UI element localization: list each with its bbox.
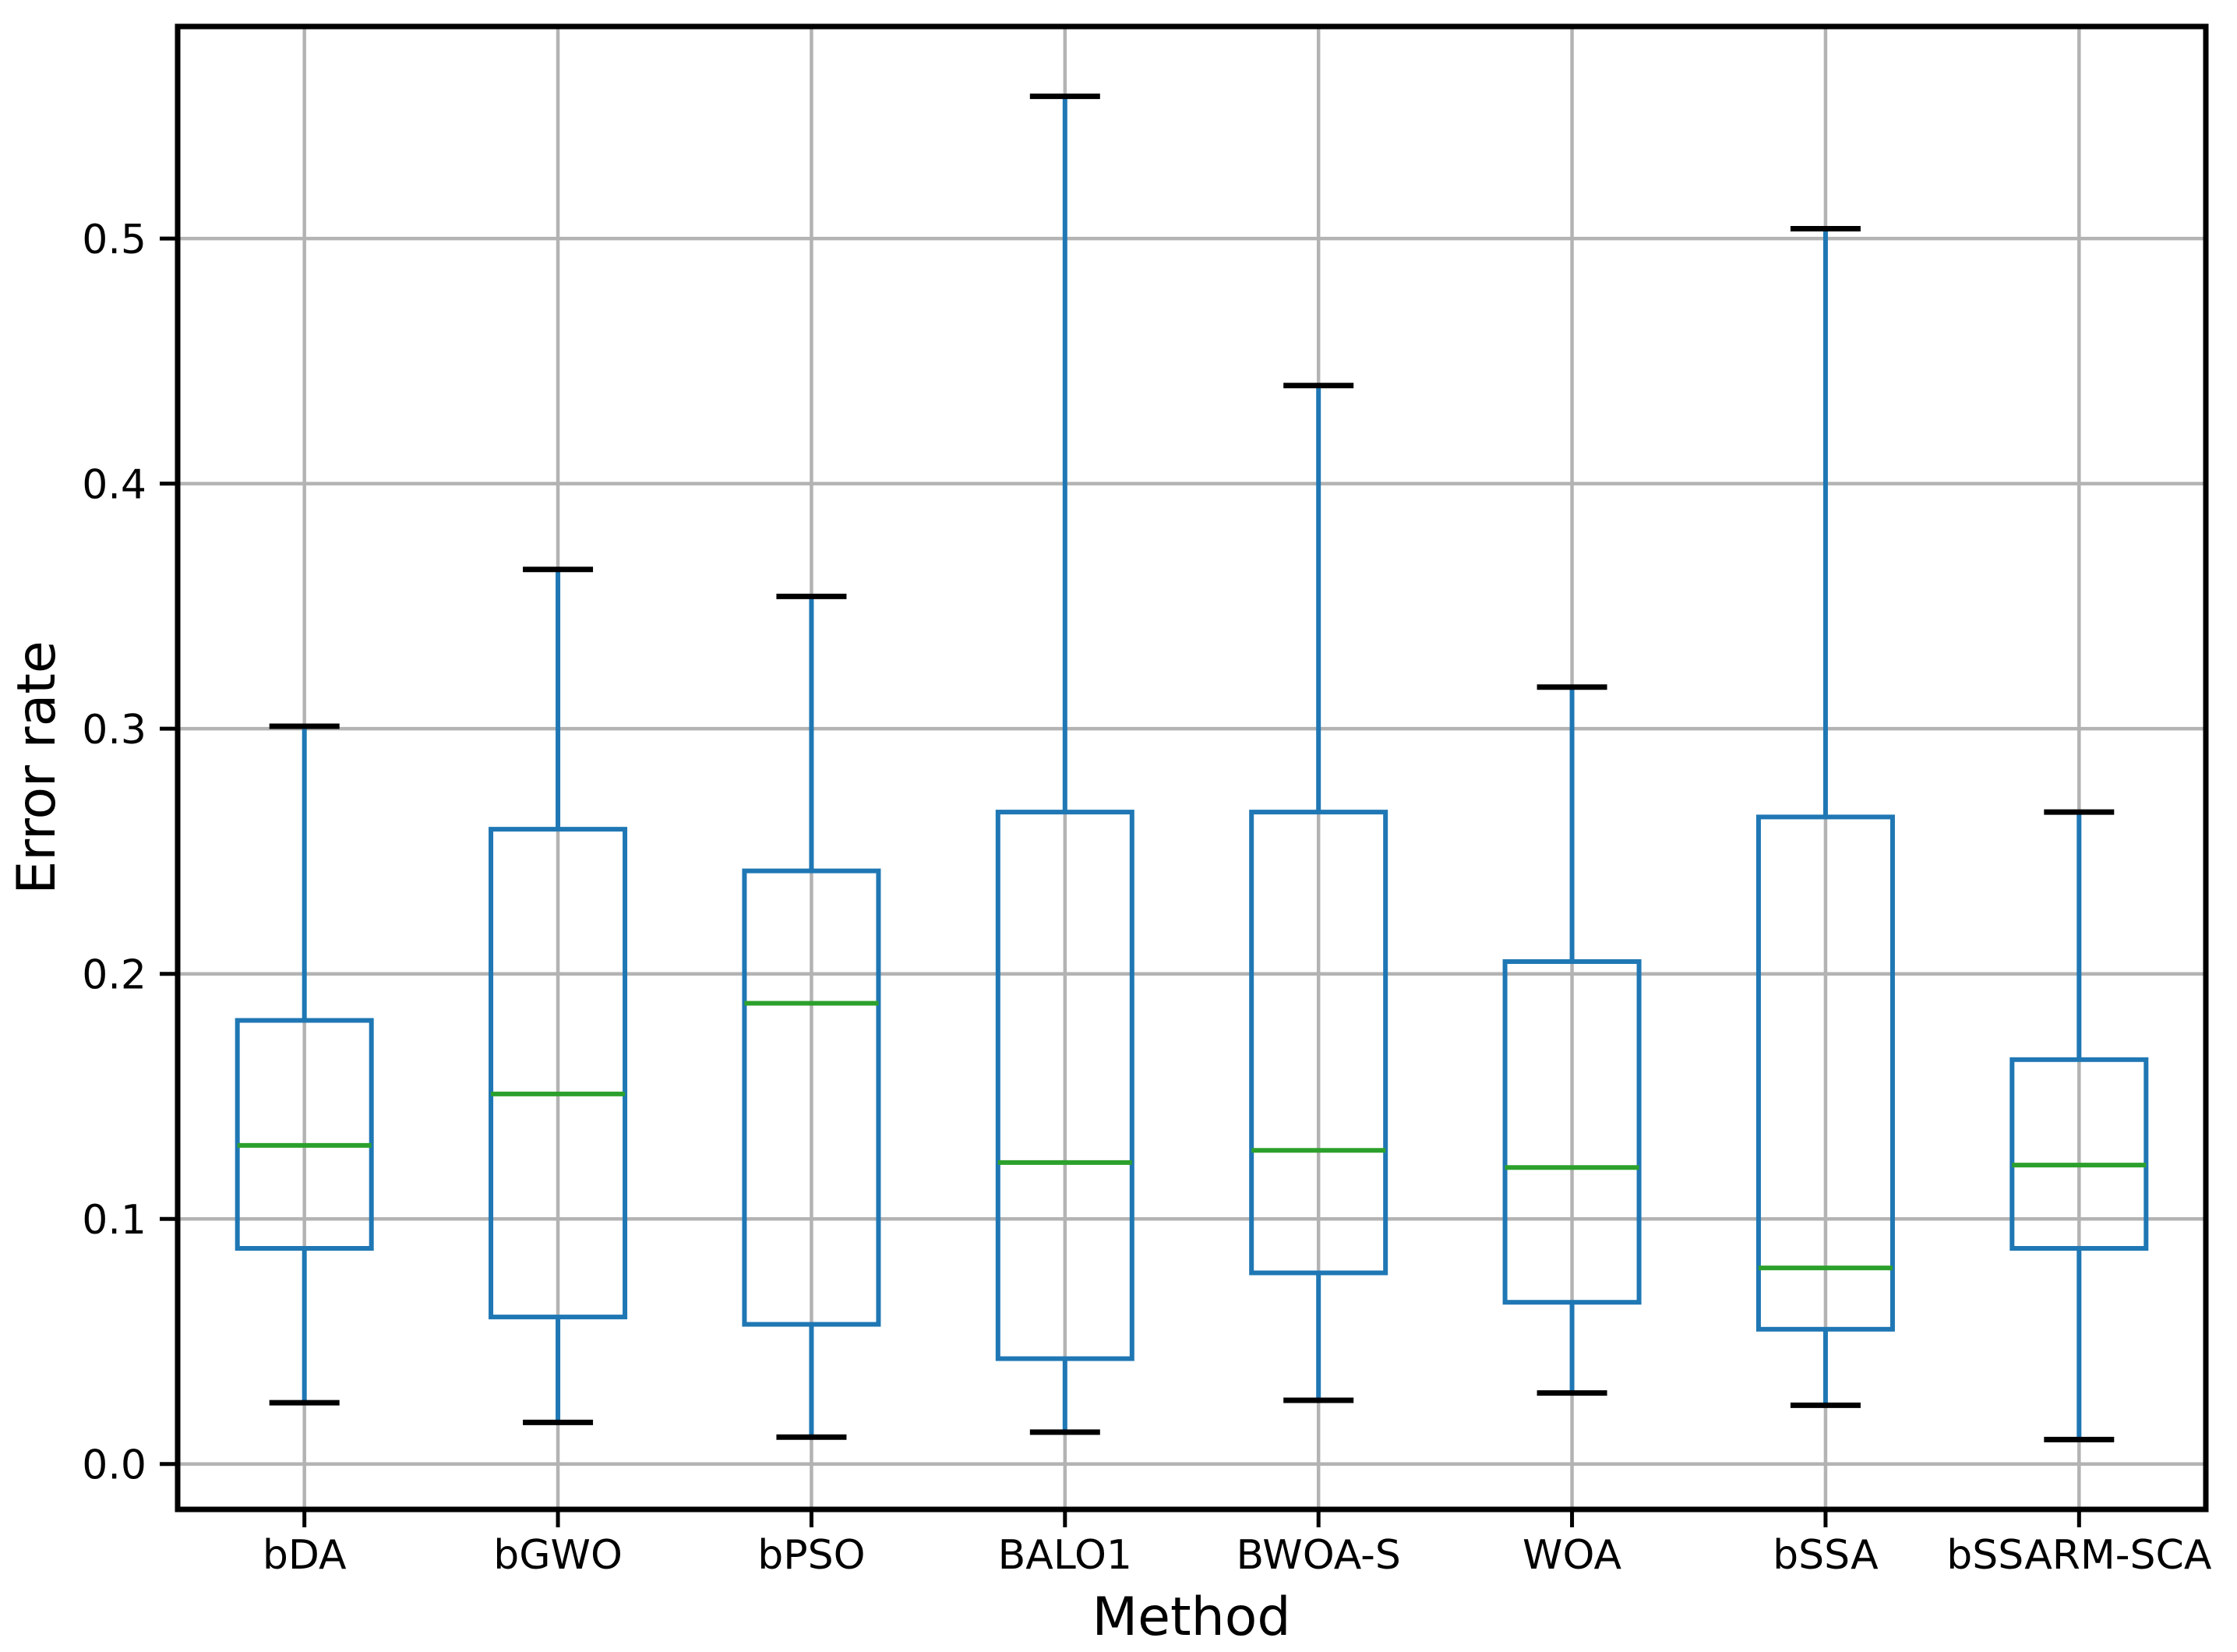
- x-tick-label: WOA: [1523, 1532, 1621, 1579]
- box-BWOA-S: [1249, 383, 1388, 1403]
- x-tick-label: bPSO: [757, 1532, 865, 1579]
- y-axis-label: Error rate: [6, 641, 68, 895]
- y-tick-label: 0.3: [82, 707, 146, 754]
- x-tick-label: bSSA: [1773, 1532, 1879, 1579]
- iqr-box: [2009, 1057, 2149, 1251]
- grid-layer: [178, 26, 2206, 1509]
- x-axis-label: Method: [1092, 1587, 1290, 1648]
- iqr-box: [995, 810, 1134, 1361]
- iqr-box: [1249, 810, 1388, 1276]
- tick-layer: 0.0 0.1 0.2 0.3 0.4 0.5 bDA bGWO bPSO BALO1 BWOA-S…: [82, 217, 2212, 1579]
- box-bDA: [235, 723, 374, 1406]
- iqr-box: [1755, 814, 1895, 1332]
- iqr-box: [489, 827, 628, 1320]
- box-bGWO: [489, 567, 628, 1425]
- box-WOA: [1502, 684, 1642, 1396]
- x-tick-label: bDA: [263, 1532, 347, 1579]
- iqr-box: [1502, 958, 1642, 1305]
- box-bSSA: [1755, 226, 1895, 1408]
- x-tick-label: bGWO: [493, 1532, 623, 1579]
- y-tick-label: 0.1: [82, 1197, 146, 1244]
- box-layer: [235, 94, 2149, 1442]
- y-tick-label: 0.0: [82, 1442, 146, 1489]
- y-tick-label: 0.5: [82, 217, 146, 263]
- y-tick-label: 0.2: [82, 951, 146, 998]
- axes-spines: [175, 23, 2209, 1513]
- box-bPSO: [742, 593, 881, 1440]
- plot-border: [175, 23, 2209, 1513]
- box-BALO1: [995, 94, 1134, 1435]
- x-tick-label: BALO1: [998, 1532, 1132, 1579]
- box-bSSARM-SCA: [2009, 809, 2149, 1442]
- iqr-box: [235, 1018, 374, 1251]
- y-tick-label: 0.4: [82, 461, 146, 508]
- iqr-box: [742, 868, 881, 1327]
- x-tick-label: bSSARM-SCA: [1946, 1532, 2212, 1579]
- x-tick-label: BWOA-S: [1236, 1532, 1400, 1579]
